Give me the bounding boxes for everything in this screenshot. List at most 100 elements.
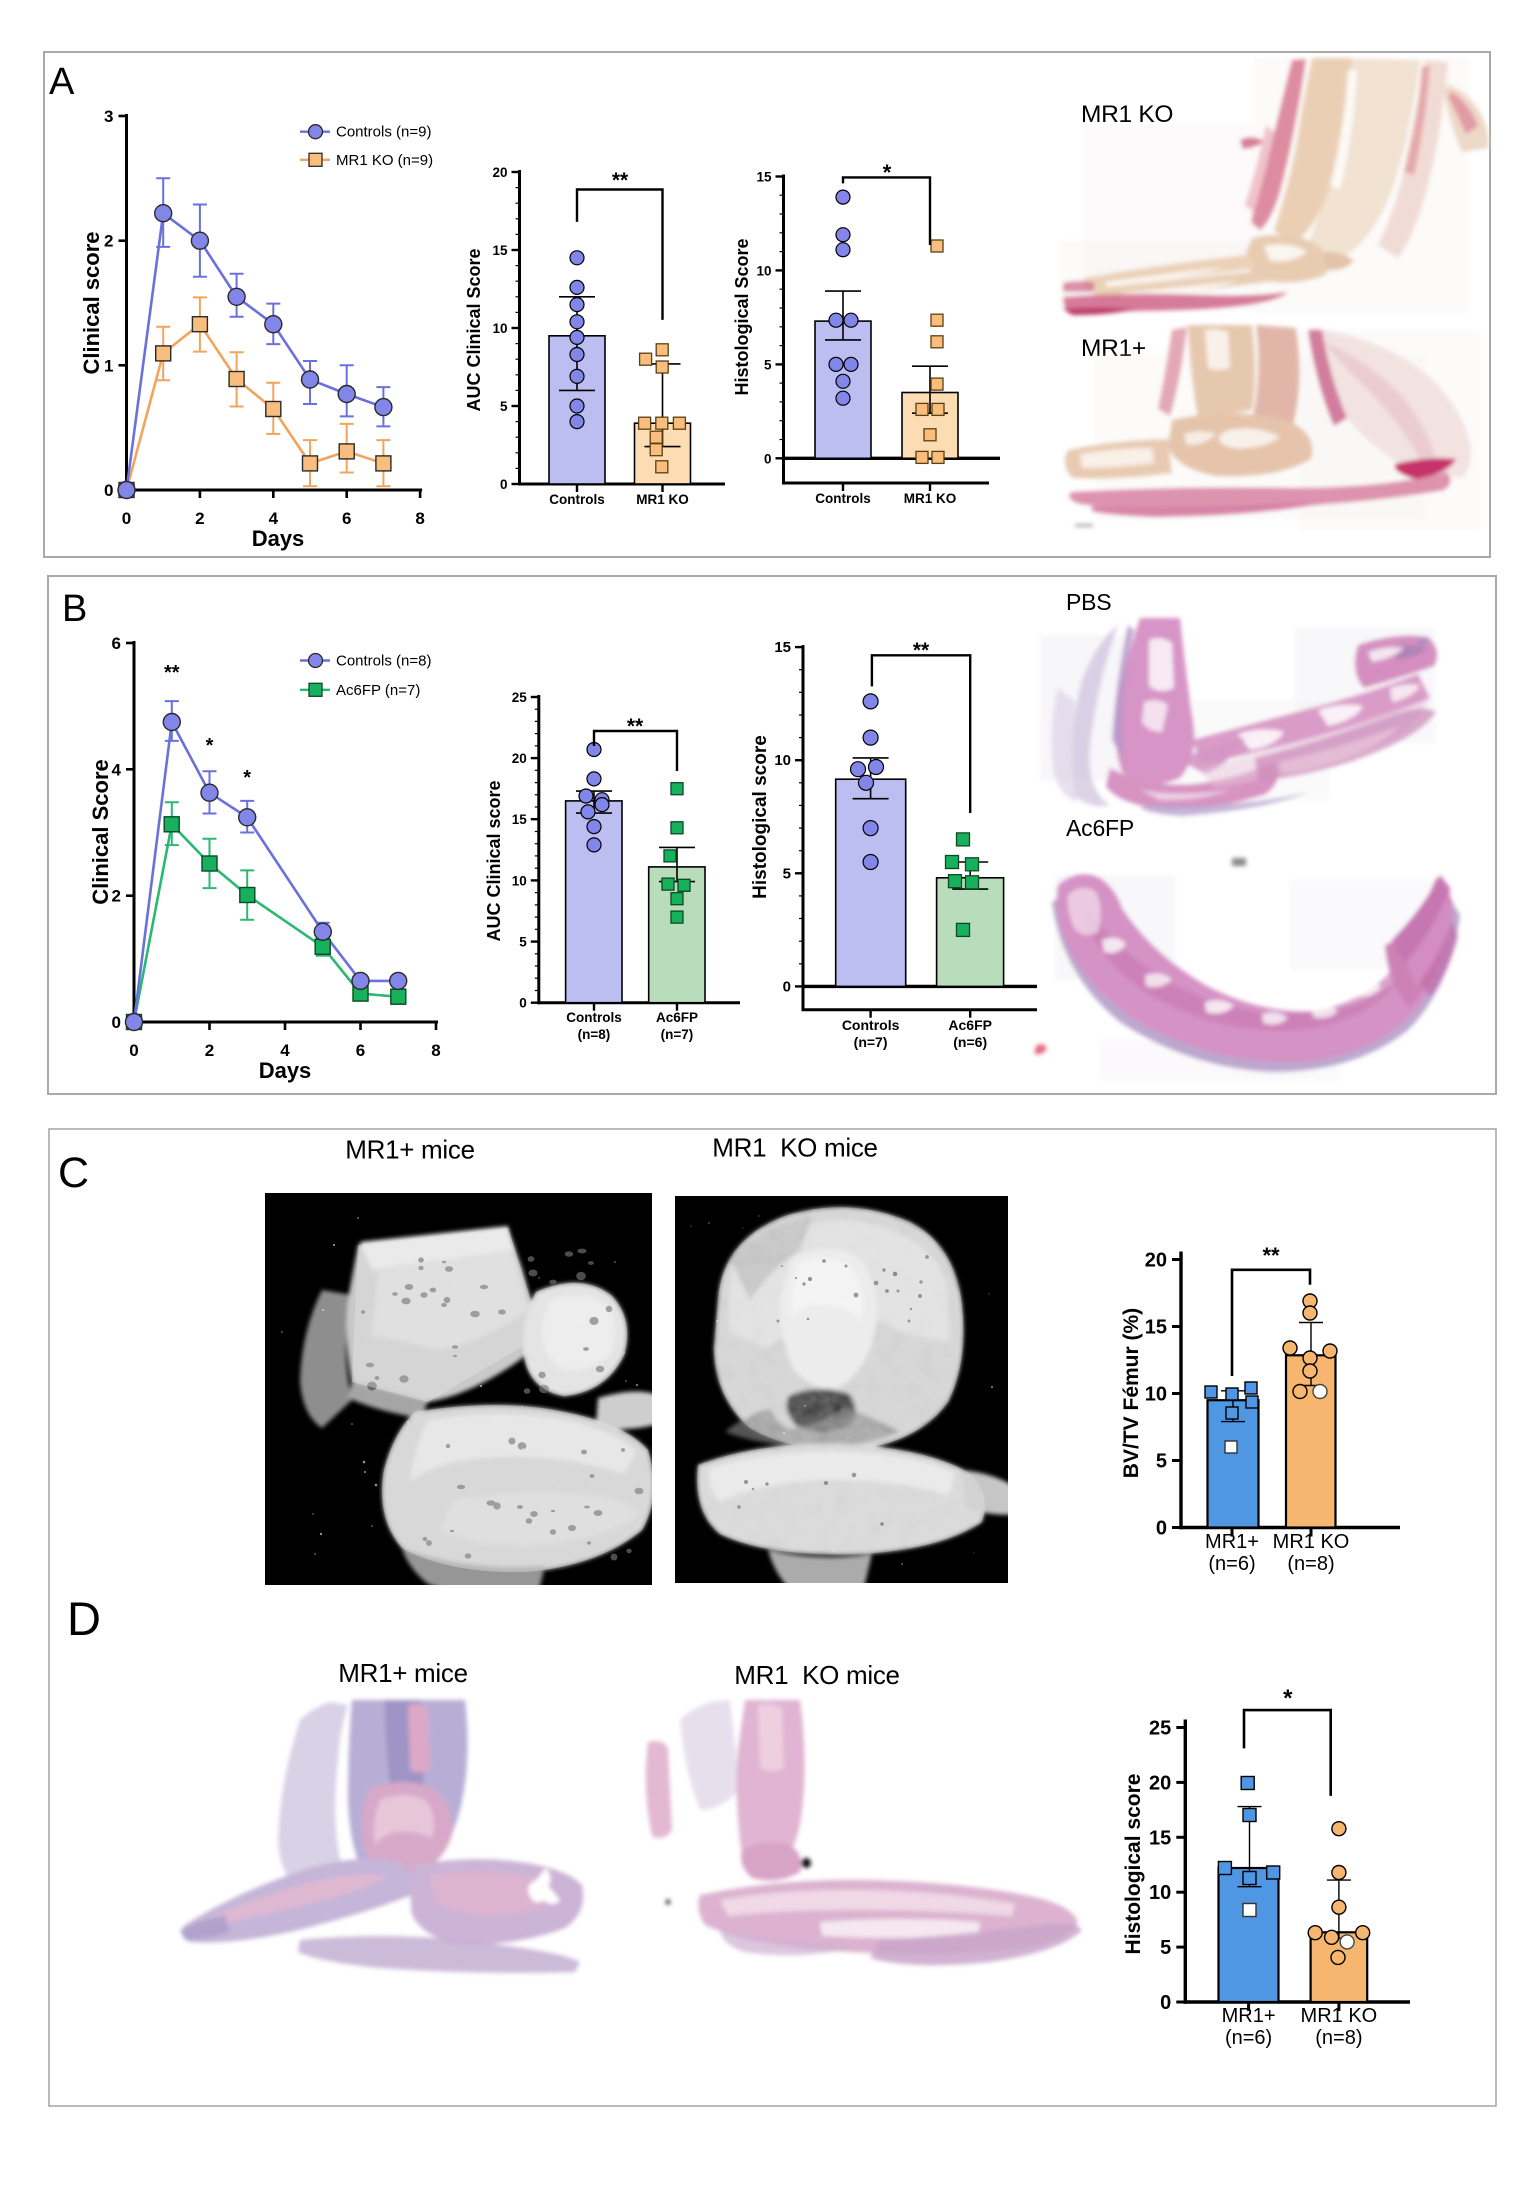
svg-text:Controls (n=8): Controls (n=8) [336, 653, 431, 670]
svg-text:0: 0 [104, 481, 113, 500]
svg-text:20: 20 [512, 751, 527, 766]
svg-text:0: 0 [783, 978, 791, 995]
svg-text:A: A [49, 61, 75, 103]
svg-text:2: 2 [205, 1041, 214, 1060]
svg-text:MR1+ mice: MR1+ mice [338, 1658, 468, 1688]
svg-text:10: 10 [1149, 1882, 1171, 1904]
svg-text:MR1+: MR1+ [1205, 1531, 1259, 1553]
svg-text:MR1 KO (n=9): MR1 KO (n=9) [336, 152, 433, 169]
svg-text:MR1 KO: MR1 KO [1081, 101, 1173, 128]
svg-text:10: 10 [774, 752, 791, 769]
svg-text:5: 5 [1156, 1451, 1167, 1473]
svg-text:Days: Days [259, 1058, 312, 1083]
svg-text:AUC Clinical Score: AUC Clinical Score [464, 248, 484, 411]
svg-text:0: 0 [112, 1013, 121, 1032]
svg-text:Controls: Controls [566, 1010, 622, 1025]
svg-text:4: 4 [112, 760, 122, 779]
svg-text:(n=7): (n=7) [661, 1027, 694, 1042]
svg-text:MR1 KO mice: MR1 KO mice [712, 1133, 877, 1163]
svg-text:PBS: PBS [1066, 589, 1111, 615]
svg-text:4: 4 [280, 1041, 290, 1060]
svg-text:Controls (n=9): Controls (n=9) [336, 124, 431, 141]
svg-text:2: 2 [195, 509, 204, 528]
svg-text:6: 6 [356, 1041, 365, 1060]
svg-text:Histological score: Histological score [1122, 1774, 1145, 1955]
svg-text:6: 6 [342, 509, 351, 528]
svg-text:4: 4 [269, 509, 279, 528]
svg-text:(n=7): (n=7) [854, 1034, 888, 1050]
svg-text:Controls: Controls [815, 491, 871, 506]
svg-text:(n=6): (n=6) [1225, 2027, 1272, 2049]
svg-text:10: 10 [756, 263, 771, 278]
svg-text:MR1+: MR1+ [1222, 2005, 1276, 2027]
svg-text:**: ** [627, 715, 644, 738]
svg-text:2: 2 [112, 887, 121, 906]
svg-text:20: 20 [1145, 1250, 1167, 1272]
svg-text:15: 15 [774, 639, 791, 656]
svg-text:(n=8): (n=8) [1315, 2027, 1362, 2049]
svg-text:8: 8 [415, 509, 424, 528]
svg-text:15: 15 [512, 812, 528, 827]
svg-text:D: D [67, 1592, 101, 1645]
svg-text:0: 0 [122, 509, 131, 528]
svg-text:0: 0 [500, 477, 508, 492]
svg-text:Controls: Controls [842, 1017, 900, 1033]
svg-text:(n=8): (n=8) [578, 1027, 611, 1042]
svg-text:15: 15 [1145, 1317, 1167, 1339]
svg-text:5: 5 [764, 357, 772, 372]
svg-text:**: ** [1262, 1243, 1280, 1268]
svg-text:10: 10 [512, 873, 527, 888]
svg-text:Controls: Controls [549, 492, 605, 507]
svg-text:AUC Clinical score: AUC Clinical score [484, 780, 504, 941]
svg-text:(n=6): (n=6) [953, 1034, 987, 1050]
svg-text:20: 20 [492, 165, 507, 180]
svg-text:5: 5 [783, 865, 791, 882]
svg-text:5: 5 [500, 399, 508, 414]
svg-text:(n=6): (n=6) [1208, 1553, 1255, 1575]
svg-text:Clinical score: Clinical score [79, 231, 104, 374]
svg-text:**: ** [164, 662, 180, 684]
svg-text:MR1 KO: MR1 KO [636, 492, 689, 507]
svg-text:15: 15 [756, 170, 772, 185]
svg-text:(n=8): (n=8) [1287, 1553, 1334, 1575]
svg-text:0: 0 [1156, 1518, 1167, 1540]
svg-text:MR1+ mice: MR1+ mice [345, 1135, 475, 1165]
svg-text:*: * [243, 767, 251, 789]
svg-text:25: 25 [512, 690, 528, 705]
svg-text:5: 5 [519, 935, 527, 950]
svg-text:Clinical Score: Clinical Score [88, 759, 113, 905]
svg-text:Ac6FP: Ac6FP [948, 1017, 992, 1033]
svg-text:MR1 KO: MR1 KO [1273, 1531, 1350, 1553]
svg-text:Ac6FP: Ac6FP [1066, 815, 1134, 841]
svg-text:15: 15 [492, 243, 508, 258]
svg-text:5: 5 [1160, 1937, 1171, 1959]
svg-text:20: 20 [1149, 1772, 1171, 1794]
svg-text:B: B [62, 588, 87, 630]
svg-text:0: 0 [129, 1041, 138, 1060]
svg-text:15: 15 [1149, 1827, 1171, 1849]
svg-text:Ac6FP: Ac6FP [656, 1010, 698, 1025]
svg-text:C: C [58, 1149, 89, 1197]
svg-text:6: 6 [112, 634, 121, 653]
svg-text:*: * [1283, 1685, 1293, 1712]
svg-text:MR1 KO mice: MR1 KO mice [734, 1660, 899, 1690]
svg-text:MR1 KO: MR1 KO [1301, 2005, 1378, 2027]
svg-text:Ac6FP (n=7): Ac6FP (n=7) [336, 682, 420, 699]
svg-text:2: 2 [104, 232, 113, 251]
svg-text:**: ** [913, 639, 930, 662]
svg-text:*: * [883, 160, 892, 185]
svg-text:0: 0 [1160, 1992, 1171, 2014]
svg-text:10: 10 [492, 321, 507, 336]
svg-text:0: 0 [519, 996, 527, 1011]
svg-text:3: 3 [104, 107, 113, 126]
svg-text:Histological score: Histological score [750, 735, 771, 899]
svg-text:10: 10 [1145, 1384, 1167, 1406]
svg-text:Histological Score: Histological Score [732, 238, 752, 395]
svg-text:*: * [206, 735, 214, 757]
svg-text:Days: Days [252, 526, 305, 551]
svg-text:MR1 KO: MR1 KO [904, 491, 957, 506]
svg-text:0: 0 [764, 451, 772, 466]
svg-text:BV/TV Fémur (%): BV/TV Fémur (%) [1120, 1308, 1143, 1478]
svg-text:1: 1 [104, 356, 113, 375]
svg-text:**: ** [612, 169, 629, 192]
